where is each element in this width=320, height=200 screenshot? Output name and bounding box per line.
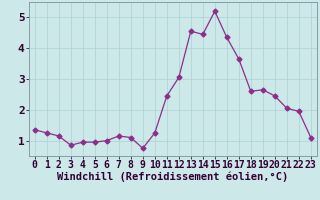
X-axis label: Windchill (Refroidissement éolien,°C): Windchill (Refroidissement éolien,°C) [57,172,288,182]
